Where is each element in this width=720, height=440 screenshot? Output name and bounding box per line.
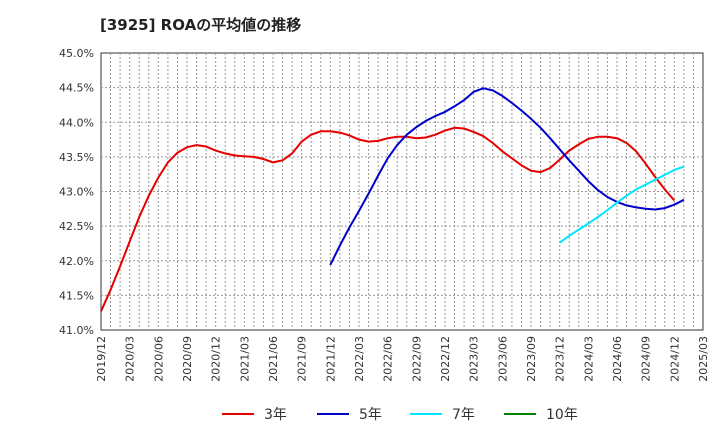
y-tick-label: 43.5%	[59, 151, 94, 164]
x-tick-label: 2019/12	[95, 336, 108, 382]
series-line-3年	[100, 126, 676, 312]
y-tick-label: 42.5%	[59, 220, 94, 233]
x-tick-label: 2021/06	[267, 336, 280, 382]
x-tick-label: 2023/09	[525, 336, 538, 382]
x-tick-label: 2023/12	[554, 336, 567, 382]
x-tick-label: 2022/12	[439, 336, 452, 382]
y-tick-label: 43.0%	[59, 186, 94, 199]
x-tick-label: 2021/03	[238, 336, 251, 382]
y-tick-label: 44.5%	[59, 82, 94, 95]
x-tick-label: 2020/06	[152, 336, 165, 382]
x-tick-label: 2024/12	[668, 336, 681, 382]
y-tick-label: 42.0%	[59, 255, 94, 268]
y-axis-ticks: 41.0% 41.5% 42.0% 42.5% 43.0% 43.5% 44.0% 44.5%…	[59, 47, 94, 337]
x-tick-label: 2024/06	[611, 336, 624, 382]
series-line-5年	[329, 87, 685, 266]
legend-label-5年: 5年	[359, 407, 382, 423]
x-tick-label: 2020/03	[124, 336, 137, 382]
x-tick-label: 2020/09	[181, 336, 194, 382]
x-tick-label: 2024/09	[640, 336, 653, 382]
x-tick-label: 2022/06	[382, 336, 395, 382]
y-tick-label: 41.5%	[59, 289, 94, 302]
legend: 3年 5年 7年 10年	[222, 407, 578, 423]
x-tick-label: 2021/12	[324, 336, 337, 382]
legend-label-7年: 7年	[452, 407, 475, 423]
series-line-7年	[559, 165, 685, 244]
y-tick-label: 41.0%	[59, 324, 94, 337]
x-tick-label: 2023/06	[496, 336, 509, 382]
x-tick-label: 2022/09	[410, 336, 423, 382]
series-lines	[100, 87, 685, 312]
x-tick-label: 2025/03	[697, 336, 710, 382]
grid-lines	[101, 53, 703, 330]
chart-title: [3925] ROAの平均値の推移	[100, 16, 302, 34]
y-tick-label: 44.0%	[59, 116, 94, 129]
legend-label-3年: 3年	[264, 407, 287, 423]
x-tick-label: 2020/12	[210, 336, 223, 382]
x-axis-ticks: 2019/12 2020/03 2020/06 2020/09 2020/12 2021/…	[95, 336, 710, 382]
x-tick-label: 2024/03	[582, 336, 595, 382]
y-tick-label: 45.0%	[59, 47, 94, 60]
x-tick-label: 2022/03	[353, 336, 366, 382]
legend-label-10年: 10年	[546, 407, 578, 423]
x-tick-label: 2021/09	[296, 336, 309, 382]
x-tick-label: 2023/03	[468, 336, 481, 382]
